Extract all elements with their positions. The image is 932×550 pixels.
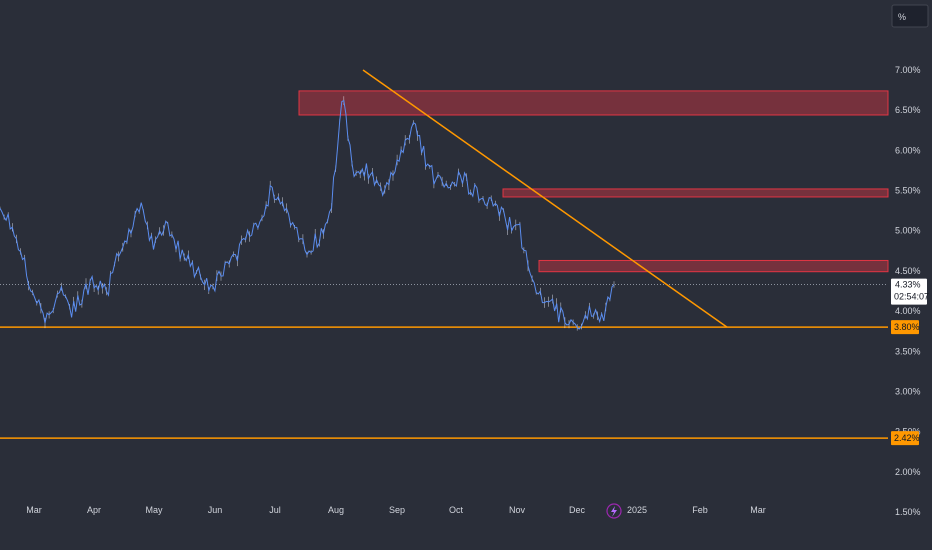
y-tick-label: 4.00% xyxy=(895,306,921,316)
y-tick-label: 5.50% xyxy=(895,186,921,196)
trendline-layer xyxy=(362,69,728,328)
y-tick-label: 1.50% xyxy=(895,507,921,517)
level-badge-1 xyxy=(891,320,919,335)
x-tick-label: May xyxy=(145,505,163,515)
y-tick-label: 5.00% xyxy=(895,226,921,236)
x-tick-label: Apr xyxy=(87,505,101,515)
unit-toggle-button[interactable]: % xyxy=(891,4,929,28)
trendline[interactable] xyxy=(362,69,728,328)
x-tick-label: Aug xyxy=(328,505,344,515)
x-tick-label: Feb xyxy=(692,505,708,515)
x-tick-label: Jul xyxy=(269,505,281,515)
level-badge-label: 3.80% xyxy=(894,322,920,332)
level-badge-2 xyxy=(891,431,919,446)
resistance-zones xyxy=(298,90,889,273)
y-tick-label: 6.50% xyxy=(895,105,921,115)
lightning-icon[interactable] xyxy=(606,503,622,519)
resistance-zone-1[interactable] xyxy=(298,90,889,116)
y-tick-label: 6.00% xyxy=(895,145,921,155)
price-line xyxy=(0,99,615,330)
price-badges: 4.33% 02:54:07 3.80% 2.42% xyxy=(891,278,929,446)
x-tick-label: Sep xyxy=(389,505,405,515)
resistance-zone-3[interactable] xyxy=(538,259,889,273)
y-tick-label: 3.50% xyxy=(895,346,921,356)
price-series xyxy=(0,96,615,331)
x-axis: Mar Apr May Jun Jul Aug Sep Oct Nov Dec 2025 Feb Mar xyxy=(26,505,766,515)
y-tick-label: 4.50% xyxy=(895,266,921,276)
last-value-badge xyxy=(891,278,927,305)
x-tick-label: Dec xyxy=(569,505,586,515)
countdown-label: 02:54:07 xyxy=(894,292,929,302)
x-tick-label: Jun xyxy=(208,505,223,515)
y-tick-label: 7.00% xyxy=(895,65,921,75)
x-tick-label: 2025 xyxy=(627,505,647,515)
y-tick-label: 2.00% xyxy=(895,467,921,477)
level-badge-label: 2.42% xyxy=(894,433,920,443)
resistance-zone-2[interactable] xyxy=(502,188,889,198)
x-tick-label: Oct xyxy=(449,505,464,515)
unit-toggle-label: % xyxy=(898,12,906,22)
last-value-label: 4.33% xyxy=(895,280,921,290)
y-tick-label: 3.00% xyxy=(895,386,921,396)
x-tick-label: Mar xyxy=(750,505,766,515)
x-tick-label: Mar xyxy=(26,505,42,515)
horizontal-levels xyxy=(0,284,888,439)
x-tick-label: Nov xyxy=(509,505,526,515)
